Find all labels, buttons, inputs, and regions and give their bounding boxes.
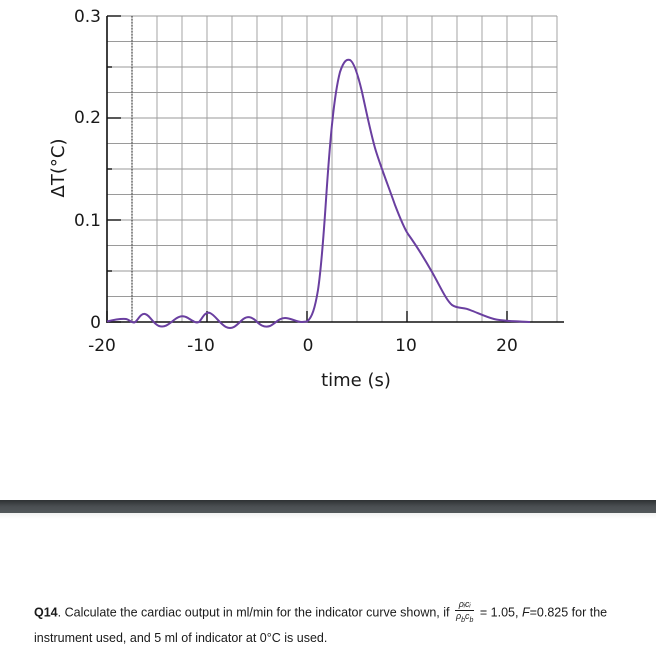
y-tick-label: 0.3 bbox=[74, 7, 101, 27]
question-text: Q14. Calculate the cardiac output in ml/… bbox=[34, 599, 634, 649]
x-tick-label: 0 bbox=[303, 336, 314, 356]
x-tick-label: -20 bbox=[88, 336, 116, 356]
y-tick-label: 0.2 bbox=[74, 108, 101, 128]
x-tick-label: 20 bbox=[496, 336, 518, 356]
chart-axes bbox=[106, 16, 564, 323]
fraction-numerator: ρᵢcᵢ bbox=[454, 599, 475, 611]
question-text-part-1: . Calculate the cardiac output in ml/min… bbox=[57, 605, 453, 620]
y-tick-label: 0 bbox=[90, 313, 101, 333]
question-text-part-2: = 1.05, bbox=[476, 605, 522, 620]
y-axis-title: ΔT(°C) bbox=[48, 139, 69, 198]
indicator-curve-line bbox=[106, 58, 531, 330]
fraction-denominator: ρbcb bbox=[455, 611, 474, 624]
indicator-curve-chart: 0.3 0.2 0.1 0 -20 -10 0 10 20 time (s) Δ… bbox=[48, 7, 564, 391]
section-divider bbox=[0, 500, 656, 513]
y-tick-label: 0.1 bbox=[74, 211, 101, 231]
x-tick-label: -10 bbox=[187, 336, 215, 356]
f-symbol: F bbox=[521, 605, 530, 620]
chart-grid bbox=[107, 15, 558, 322]
question-number: Q14 bbox=[34, 605, 58, 620]
density-heat-ratio-fraction: ρᵢcᵢ ρbcb bbox=[454, 599, 475, 626]
x-axis-title: time (s) bbox=[321, 370, 391, 391]
y-axis-ticks bbox=[107, 15, 121, 323]
x-tick-label: 10 bbox=[395, 336, 417, 356]
x-axis-tick-labels: -20 -10 0 10 20 bbox=[88, 336, 518, 356]
section-divider-shadow bbox=[0, 513, 656, 519]
question-text-part-3: =0.825 for the instrument used, and 5 ml… bbox=[34, 605, 608, 645]
y-axis-tick-labels: 0.3 0.2 0.1 0 bbox=[74, 7, 101, 333]
